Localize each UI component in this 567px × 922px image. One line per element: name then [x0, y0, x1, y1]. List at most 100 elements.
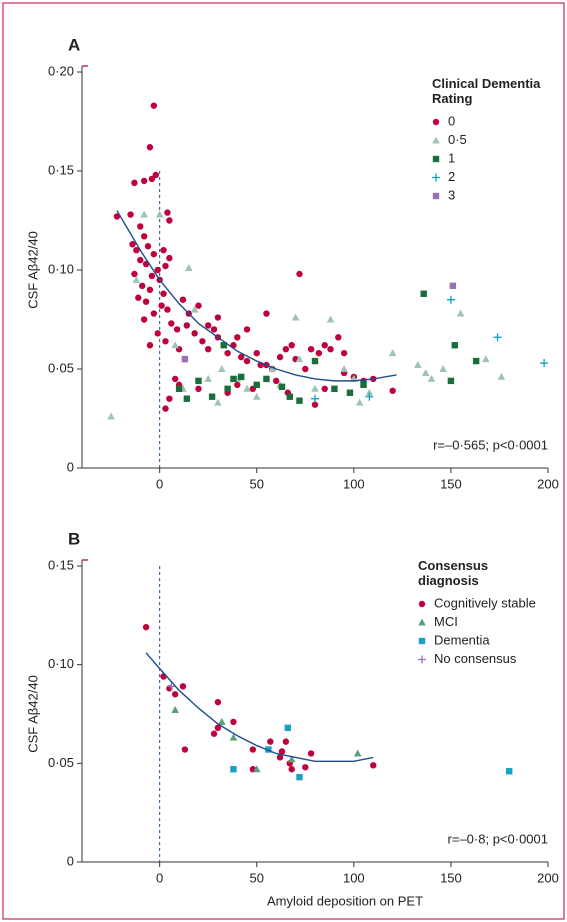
y-axis-label: CSF Aβ42/40	[25, 231, 40, 309]
point	[451, 342, 458, 349]
fit-curve	[145, 652, 374, 763]
point	[296, 270, 303, 278]
point	[160, 290, 167, 297]
point	[307, 346, 315, 353]
legend-marker	[432, 118, 440, 126]
point	[183, 322, 191, 329]
legend-marker	[418, 600, 426, 608]
point	[214, 698, 222, 706]
point	[205, 322, 212, 329]
point	[181, 746, 189, 753]
point	[127, 211, 134, 218]
y-tick-label: 0·05	[48, 755, 74, 770]
point	[327, 346, 334, 353]
point	[288, 766, 295, 773]
legend-label: No consensus	[434, 651, 517, 666]
point	[421, 368, 430, 376]
point	[166, 395, 173, 402]
point	[204, 374, 213, 382]
point	[321, 342, 328, 349]
legend-marker	[432, 136, 440, 144]
point	[287, 755, 296, 763]
point	[234, 334, 241, 341]
point	[162, 338, 169, 345]
point	[107, 412, 115, 420]
point	[142, 298, 150, 305]
point	[140, 210, 148, 218]
x-tick-label: 50	[250, 476, 264, 491]
point	[253, 381, 260, 389]
point	[276, 353, 284, 361]
point	[311, 401, 319, 408]
point	[243, 326, 251, 333]
point	[296, 397, 303, 404]
point	[252, 765, 261, 773]
point	[288, 342, 295, 349]
point	[131, 179, 138, 187]
x-tick-label: 100	[343, 870, 365, 885]
x-tick-label: 0	[156, 476, 163, 491]
point	[142, 623, 150, 631]
point	[355, 398, 364, 406]
point	[158, 302, 165, 309]
point	[278, 748, 286, 755]
point	[291, 313, 300, 321]
point	[140, 177, 148, 185]
x-axis-label: Amyloid deposition on PET	[267, 893, 423, 908]
point	[472, 357, 480, 365]
point	[179, 296, 187, 303]
point	[482, 355, 490, 363]
point	[331, 385, 338, 392]
point	[360, 381, 367, 389]
y-tick-label: 0·10	[48, 261, 74, 276]
legend-label: 0	[448, 113, 455, 128]
point	[146, 144, 154, 151]
legend-marker	[432, 155, 440, 163]
point	[302, 764, 309, 771]
point	[311, 394, 319, 403]
point	[230, 375, 237, 383]
point	[166, 217, 173, 224]
point	[113, 213, 121, 220]
annotation: r=–0·565; p<0·0001	[433, 437, 548, 452]
point	[140, 233, 148, 240]
point	[238, 353, 245, 361]
point	[171, 706, 179, 714]
point	[335, 334, 342, 341]
point	[267, 738, 274, 745]
legend-label: 0·5	[448, 132, 467, 147]
point	[268, 365, 277, 372]
legend-label: Dementia	[434, 632, 490, 647]
point	[493, 333, 502, 342]
point	[497, 372, 506, 380]
point	[420, 290, 427, 297]
legend-title: Consensus diagnosis	[418, 558, 489, 588]
fit-curve	[116, 210, 397, 382]
point	[214, 398, 222, 406]
y-tick-label: 0	[67, 459, 74, 474]
point	[160, 247, 167, 254]
point	[446, 295, 455, 304]
point	[191, 330, 198, 337]
point	[172, 375, 179, 383]
point	[148, 272, 156, 280]
point	[218, 365, 226, 372]
point	[162, 262, 169, 270]
x-tick-label: 100	[343, 476, 365, 491]
point	[243, 384, 251, 392]
legend-label: 1	[448, 150, 455, 165]
point	[278, 383, 286, 391]
point	[175, 385, 183, 392]
y-tick-label: 0·10	[48, 656, 74, 671]
point	[155, 210, 164, 218]
panel-label: A	[68, 35, 80, 54]
point	[296, 773, 303, 781]
point	[326, 315, 335, 323]
point	[414, 361, 422, 369]
point	[214, 314, 222, 321]
point	[184, 264, 193, 272]
point	[152, 171, 159, 179]
